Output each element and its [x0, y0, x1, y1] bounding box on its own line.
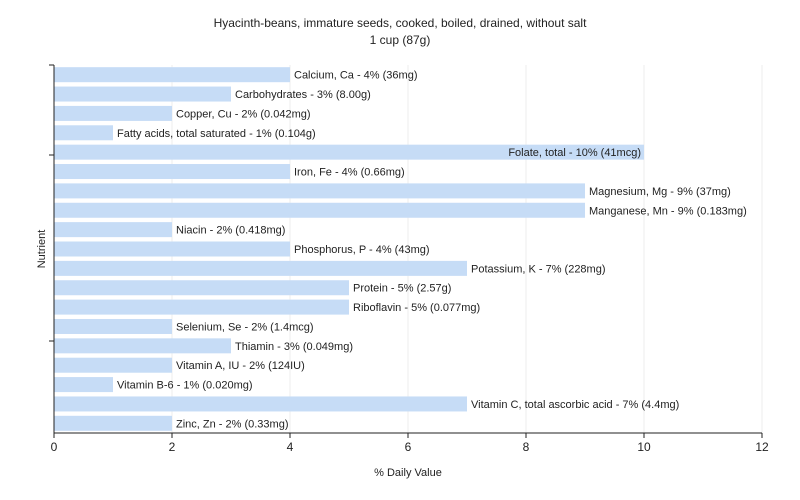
bar-label: Phosphorus, P - 4% (43mg)	[294, 244, 430, 256]
bar-label: Vitamin C, total ascorbic acid - 7% (4.4…	[471, 399, 679, 411]
bar-label: Protein - 5% (2.57g)	[353, 283, 451, 295]
x-axis-label: % Daily Value	[374, 467, 442, 479]
axes-group: 0 2 4 6 8 10 12	[49, 64, 769, 454]
bar	[54, 67, 290, 83]
bar-label: Fatty acids, total saturated - 1% (0.104…	[117, 128, 316, 140]
bar	[54, 357, 172, 373]
x-tick-label: 12	[755, 440, 769, 454]
bar-label: Vitamin B-6 - 1% (0.020mg)	[117, 380, 253, 392]
bar	[54, 125, 113, 141]
bar	[54, 260, 467, 276]
x-tick-label: 2	[169, 440, 176, 454]
bar-label: Iron, Fe - 4% (0.66mg)	[294, 167, 405, 179]
y-axis-label: Nutrient	[36, 230, 48, 269]
bar-label: Calcium, Ca - 4% (36mg)	[294, 70, 417, 82]
chart-subtitle: 1 cup (87g)	[370, 33, 431, 47]
bar	[54, 396, 467, 412]
bar	[54, 377, 113, 393]
bar-label: Zinc, Zn - 2% (0.33mg)	[176, 418, 288, 430]
bar-label: Carbohydrates - 3% (8.00g)	[235, 89, 371, 101]
bar	[54, 202, 585, 218]
x-tick-label: 0	[51, 440, 58, 454]
bar	[54, 105, 172, 121]
bar-label: Selenium, Se - 2% (1.4mcg)	[176, 321, 314, 333]
x-tick-label: 10	[637, 440, 651, 454]
bar	[54, 299, 349, 315]
bar	[54, 183, 585, 199]
bar	[54, 415, 172, 431]
bar	[54, 144, 644, 160]
chart-title: Hyacinth-beans, immature seeds, cooked, …	[214, 16, 588, 30]
x-tick-label: 6	[405, 440, 412, 454]
bar-label: Potassium, K - 7% (228mg)	[471, 263, 606, 275]
bar	[54, 164, 290, 180]
bar	[54, 318, 172, 334]
x-tick-label: 8	[523, 440, 530, 454]
bar	[54, 241, 290, 257]
bar-label: Copper, Cu - 2% (0.042mg)	[176, 108, 311, 120]
bar-label: Riboflavin - 5% (0.077mg)	[353, 302, 480, 314]
bar	[54, 86, 231, 102]
bar-label: Folate, total - 10% (41mcg)	[508, 147, 641, 159]
bar	[54, 280, 349, 296]
bar-label: Manganese, Mn - 9% (0.183mg)	[589, 205, 747, 217]
x-tick-label: 4	[287, 440, 294, 454]
bars-group: Calcium, Ca - 4% (36mg) Carbohydrates - 3…	[54, 67, 747, 431]
bar	[54, 222, 172, 238]
bar	[54, 338, 231, 354]
bar-label: Magnesium, Mg - 9% (37mg)	[589, 186, 731, 198]
bar-label: Vitamin A, IU - 2% (124IU)	[176, 360, 305, 372]
bar-label: Niacin - 2% (0.418mg)	[176, 225, 285, 237]
bar-label: Thiamin - 3% (0.049mg)	[235, 341, 353, 353]
